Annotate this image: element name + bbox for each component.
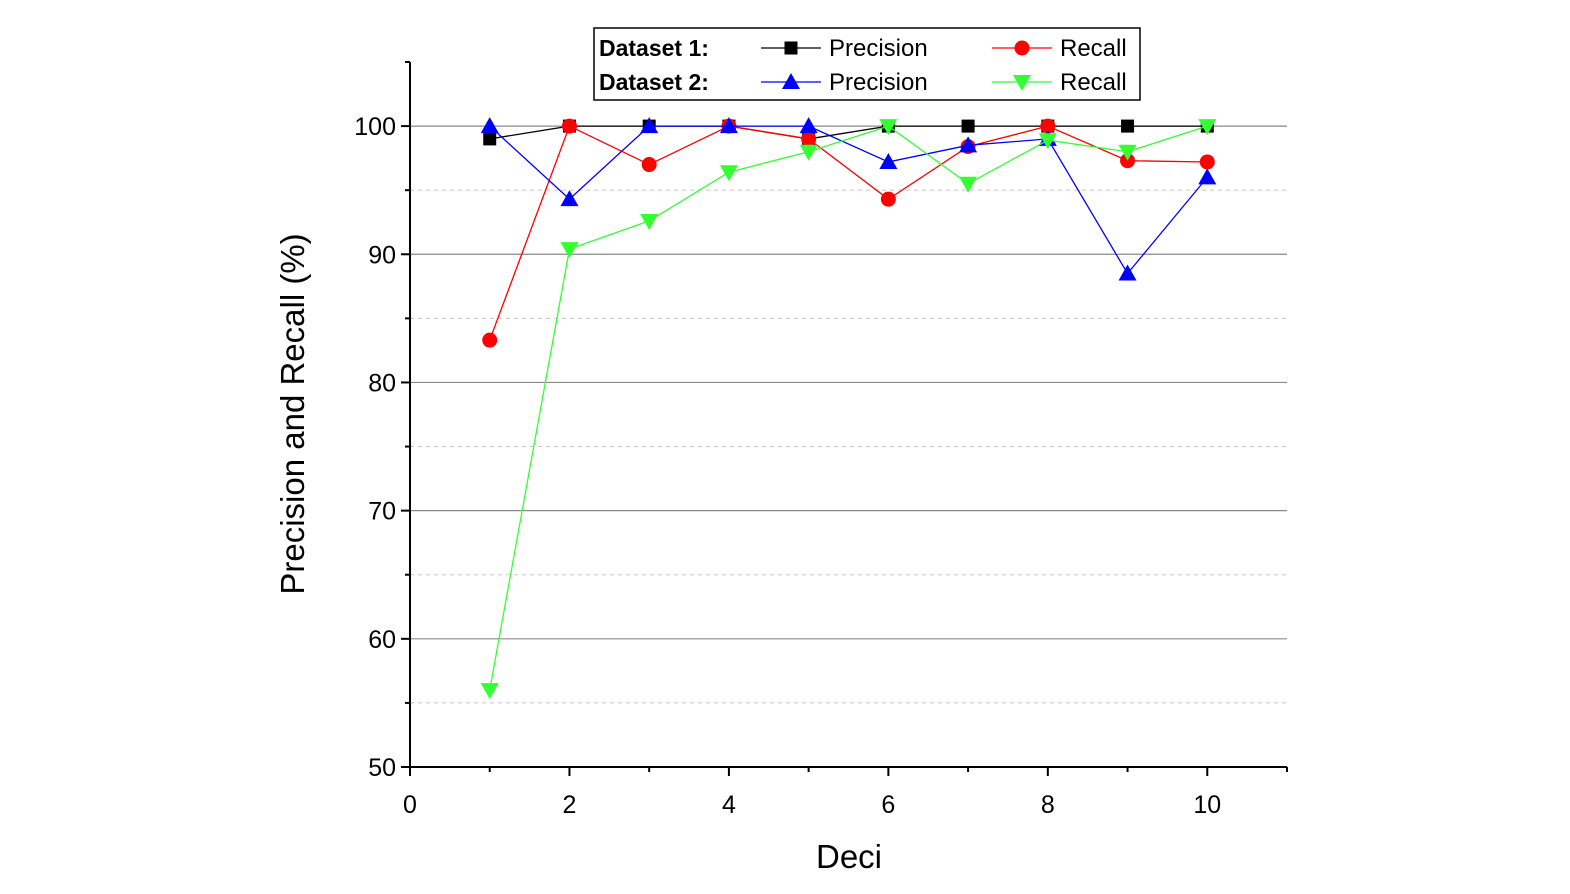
series-1 [482, 118, 1215, 348]
legend-label: Recall [1060, 69, 1127, 96]
data-point [1121, 119, 1135, 133]
x-tick-label: 0 [403, 791, 417, 819]
legend: Dataset 1: Dataset 2: Precision Recall Preci… [593, 27, 1141, 101]
data-point [719, 165, 738, 182]
data-point [959, 136, 978, 153]
data-point [560, 190, 579, 207]
series-2 [480, 117, 1217, 281]
legend-item: Recall [992, 69, 1127, 96]
series-0 [483, 119, 1214, 146]
legend-marker [1014, 40, 1030, 56]
y-tick-label: 90 [368, 241, 396, 269]
data-point [879, 152, 898, 169]
legend-marker [782, 73, 800, 89]
y-axis-title: Precision and Recall (%) [274, 233, 311, 594]
series-3 [480, 119, 1217, 700]
y-tick-label: 80 [368, 369, 396, 397]
legend-box [593, 27, 1141, 101]
data-point [1118, 144, 1137, 161]
legend-item: Recall [992, 35, 1127, 62]
x-tick-label: 2 [563, 791, 577, 819]
legend-label: Recall [1060, 35, 1127, 62]
legend-marker [784, 41, 798, 55]
x-tick-label: 6 [881, 791, 895, 819]
data-point [480, 683, 499, 700]
data-point [480, 117, 499, 134]
legend-item: Precision [761, 35, 928, 62]
x-tick-label: 10 [1193, 791, 1221, 819]
legend-item: Precision [761, 69, 928, 96]
y-tick-label: 100 [354, 113, 396, 141]
data-point [561, 118, 577, 134]
series-line [489, 125, 1208, 691]
data-point [719, 117, 738, 134]
grid [410, 125, 1287, 704]
axes: 50 60 70 80 90 100 0 2 4 6 8 10 [354, 61, 1288, 819]
data-point [640, 213, 659, 230]
data-point [482, 332, 498, 348]
data-point [879, 119, 898, 136]
data-point [483, 132, 497, 146]
series-line [489, 125, 1208, 275]
legend-marker [1013, 75, 1031, 91]
data-point [880, 191, 896, 207]
x-tick-label: 4 [722, 791, 736, 819]
x-axis-title: Deci [816, 838, 882, 875]
data-point [1198, 168, 1217, 185]
series-line [489, 125, 1208, 341]
legend-label: Precision [829, 69, 928, 96]
series-line [489, 125, 1208, 140]
data-point [961, 119, 975, 133]
y-tick-label: 60 [368, 626, 396, 654]
data-point [1038, 133, 1057, 150]
data-point [801, 131, 817, 147]
data-point [799, 117, 818, 134]
data-point [641, 157, 657, 173]
data-point [640, 117, 659, 134]
data-point [1040, 118, 1056, 134]
data-point [1199, 154, 1215, 170]
series-layer [480, 117, 1217, 700]
data-point [560, 242, 579, 259]
y-tick-label: 50 [368, 754, 396, 782]
y-tick-label: 70 [368, 498, 396, 526]
data-point [1118, 264, 1137, 281]
x-tick-label: 8 [1041, 791, 1055, 819]
data-point [1198, 119, 1217, 136]
legend-group-label: Dataset 1: [599, 35, 709, 61]
legend-group-label: Dataset 2: [599, 69, 709, 95]
legend-label: Precision [829, 35, 928, 62]
data-point [799, 144, 818, 161]
data-point [959, 176, 978, 193]
